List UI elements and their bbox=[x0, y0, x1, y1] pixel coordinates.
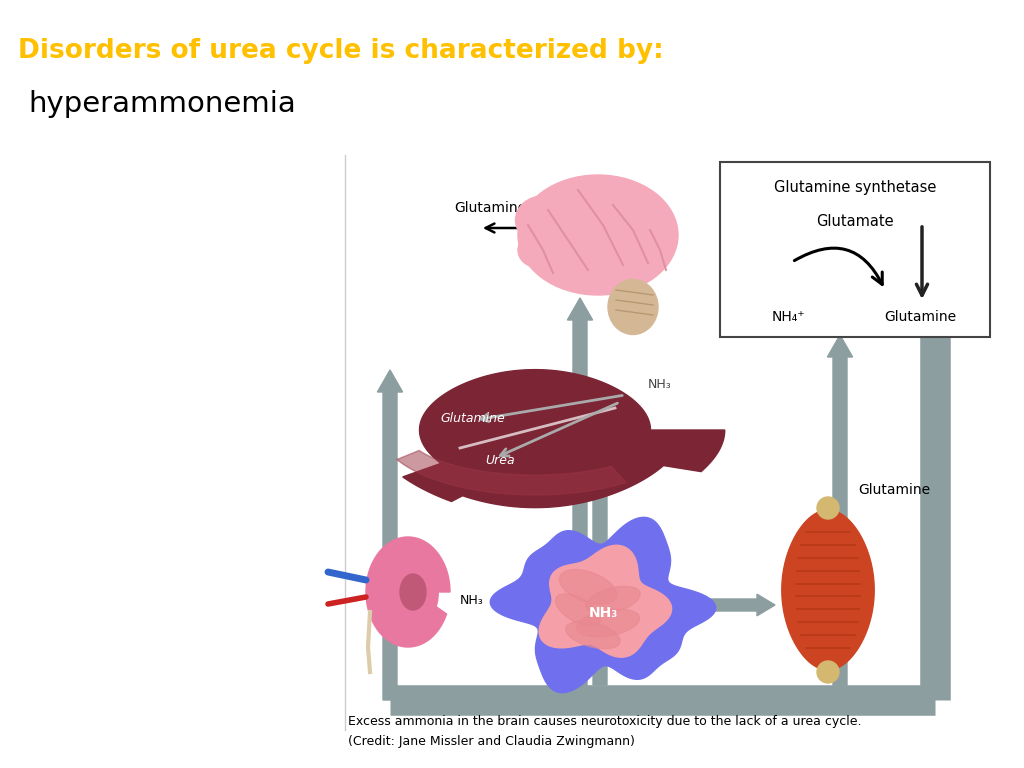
Ellipse shape bbox=[817, 661, 839, 683]
Polygon shape bbox=[490, 518, 716, 693]
FancyArrow shape bbox=[567, 298, 593, 690]
Polygon shape bbox=[540, 545, 672, 657]
Text: Glutamine: Glutamine bbox=[440, 412, 506, 425]
Ellipse shape bbox=[608, 280, 658, 335]
FancyArrow shape bbox=[378, 370, 402, 700]
Ellipse shape bbox=[577, 609, 640, 637]
Ellipse shape bbox=[518, 233, 558, 267]
Text: hyperammonemia: hyperammonemia bbox=[28, 90, 296, 118]
Text: Glutamine synthetase: Glutamine synthetase bbox=[774, 180, 936, 195]
FancyArrow shape bbox=[827, 335, 853, 690]
Ellipse shape bbox=[556, 594, 600, 626]
Text: NH₃: NH₃ bbox=[589, 606, 617, 620]
Text: Glutamate: Glutamate bbox=[816, 214, 894, 229]
Text: (Credit: Jane Missler and Claudia Zwingmann): (Credit: Jane Missler and Claudia Zwingm… bbox=[348, 735, 635, 748]
Ellipse shape bbox=[817, 497, 839, 519]
Text: Disorders of urea cycle is characterized by:: Disorders of urea cycle is characterized… bbox=[18, 38, 664, 64]
Polygon shape bbox=[397, 450, 626, 495]
Ellipse shape bbox=[559, 570, 616, 604]
Ellipse shape bbox=[618, 200, 674, 246]
Text: Excess ammonia in the brain causes neurotoxicity due to the lack of a urea cycle: Excess ammonia in the brain causes neuro… bbox=[348, 715, 861, 728]
Ellipse shape bbox=[563, 181, 623, 229]
Ellipse shape bbox=[618, 236, 662, 270]
Text: Glutamine: Glutamine bbox=[858, 483, 930, 497]
Text: NH₃: NH₃ bbox=[648, 379, 672, 392]
Polygon shape bbox=[781, 510, 874, 670]
Ellipse shape bbox=[518, 175, 678, 295]
FancyArrow shape bbox=[705, 594, 775, 616]
Text: Glutamine: Glutamine bbox=[454, 201, 526, 215]
Text: NH₄⁺: NH₄⁺ bbox=[771, 310, 805, 324]
Text: Glutamine: Glutamine bbox=[884, 310, 956, 324]
Polygon shape bbox=[366, 537, 450, 647]
Text: NH₃: NH₃ bbox=[460, 594, 483, 607]
Ellipse shape bbox=[515, 196, 570, 244]
Ellipse shape bbox=[400, 574, 426, 610]
Ellipse shape bbox=[566, 621, 621, 649]
Bar bbox=[720, 162, 990, 337]
Ellipse shape bbox=[586, 586, 640, 614]
FancyArrow shape bbox=[588, 400, 612, 685]
Text: Urea: Urea bbox=[485, 453, 515, 466]
Polygon shape bbox=[402, 369, 725, 508]
